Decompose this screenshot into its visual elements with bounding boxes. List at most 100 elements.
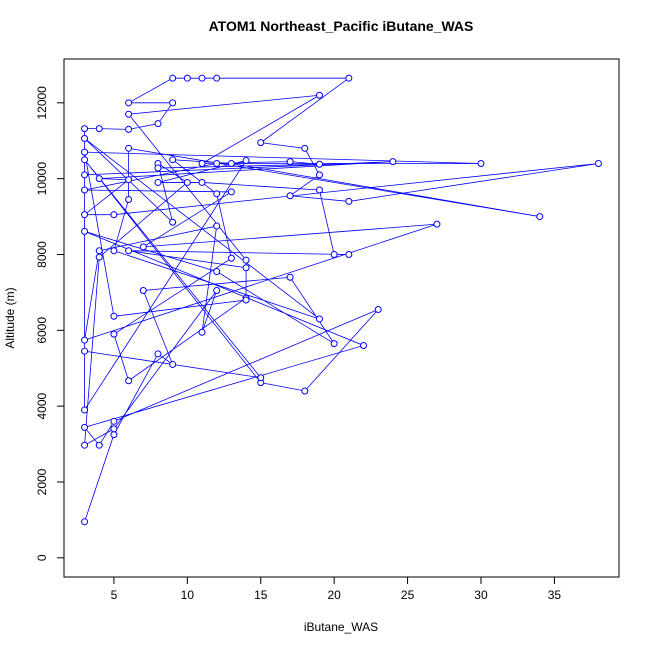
data-point xyxy=(374,305,382,313)
data-point xyxy=(110,417,118,425)
data-point xyxy=(286,158,294,166)
data-point xyxy=(110,211,118,219)
data-point xyxy=(81,171,89,179)
series-line xyxy=(83,77,599,522)
data-point xyxy=(330,250,338,258)
x-tick-label: 15 xyxy=(254,588,268,602)
data-point xyxy=(169,360,177,368)
data-point xyxy=(169,218,177,226)
y-tick-label: 10000 xyxy=(35,162,49,196)
data-point xyxy=(198,178,206,186)
data-point xyxy=(536,213,544,221)
x-tick-label: 25 xyxy=(401,588,415,602)
data-point xyxy=(257,139,265,147)
data-point xyxy=(95,175,103,183)
data-point xyxy=(315,91,323,99)
data-point xyxy=(81,186,89,194)
data-point xyxy=(242,256,250,264)
data-point xyxy=(139,243,147,251)
data-point xyxy=(389,158,397,166)
data-point xyxy=(81,227,89,235)
data-point xyxy=(81,423,89,431)
data-point xyxy=(125,247,133,255)
data-point xyxy=(125,196,133,204)
data-point xyxy=(154,350,162,358)
data-point xyxy=(110,312,118,320)
data-point xyxy=(183,74,191,82)
chart-title: ATOM1 Northeast_Pacific iButane_WAS xyxy=(209,18,474,34)
data-point xyxy=(81,211,89,219)
y-tick-label: 2000 xyxy=(35,468,49,495)
data-point xyxy=(81,347,89,355)
data-point xyxy=(95,125,103,133)
data-point xyxy=(169,74,177,82)
data-point xyxy=(345,250,353,258)
data-point xyxy=(198,159,206,167)
data-point xyxy=(125,125,133,133)
data-point xyxy=(594,159,602,167)
data-point xyxy=(257,374,265,382)
data-point xyxy=(183,178,191,186)
plot-frame xyxy=(63,58,620,578)
data-point xyxy=(213,74,221,82)
data-point xyxy=(81,336,89,344)
data-point xyxy=(213,190,221,198)
data-point xyxy=(125,99,133,107)
data-point xyxy=(169,156,177,164)
data-point xyxy=(81,406,89,414)
data-point xyxy=(81,156,89,164)
data-point xyxy=(154,178,162,186)
data-point xyxy=(95,247,103,255)
data-point xyxy=(81,148,89,156)
data-point xyxy=(139,287,147,295)
data-point xyxy=(301,144,309,152)
x-axis-label: iButane_WAS xyxy=(304,620,378,634)
data-point xyxy=(286,273,294,281)
data-point xyxy=(227,188,235,196)
x-tick-label: 5 xyxy=(111,588,118,602)
data-point xyxy=(81,134,89,142)
x-tick-label: 35 xyxy=(548,588,562,602)
x-tick-label: 20 xyxy=(327,588,341,602)
data-point xyxy=(95,441,103,449)
y-tick-label: 6000 xyxy=(35,317,49,344)
data-point xyxy=(345,197,353,205)
data-point xyxy=(315,160,323,168)
data-point xyxy=(125,144,133,152)
data-point xyxy=(360,341,368,349)
data-point xyxy=(242,296,250,304)
data-point xyxy=(125,377,133,385)
y-tick-label: 12000 xyxy=(35,86,49,120)
data-point xyxy=(198,328,206,336)
data-point xyxy=(198,74,206,82)
data-point xyxy=(110,247,118,255)
data-point xyxy=(315,186,323,194)
data-point xyxy=(154,164,162,172)
data-point xyxy=(213,287,221,295)
data-point xyxy=(315,315,323,323)
data-point xyxy=(301,387,309,395)
y-tick-label: 0 xyxy=(35,554,49,561)
data-point xyxy=(477,159,485,167)
y-axis-label: Altitude (m) xyxy=(3,287,17,348)
data-point xyxy=(169,99,177,107)
data-point xyxy=(125,176,133,184)
y-tick-label: 4000 xyxy=(35,392,49,419)
data-point xyxy=(433,220,441,228)
data-point xyxy=(345,74,353,82)
data-point xyxy=(81,125,89,133)
data-point xyxy=(242,264,250,272)
data-point xyxy=(110,330,118,338)
data-point xyxy=(154,120,162,128)
x-tick-label: 10 xyxy=(181,588,195,602)
data-point xyxy=(81,518,89,526)
data-point xyxy=(286,192,294,200)
data-point xyxy=(315,171,323,179)
data-point xyxy=(330,340,338,348)
data-point xyxy=(242,156,250,164)
data-point xyxy=(213,268,221,276)
data-point xyxy=(81,441,89,449)
data-point xyxy=(95,253,103,261)
data-point xyxy=(110,431,118,439)
